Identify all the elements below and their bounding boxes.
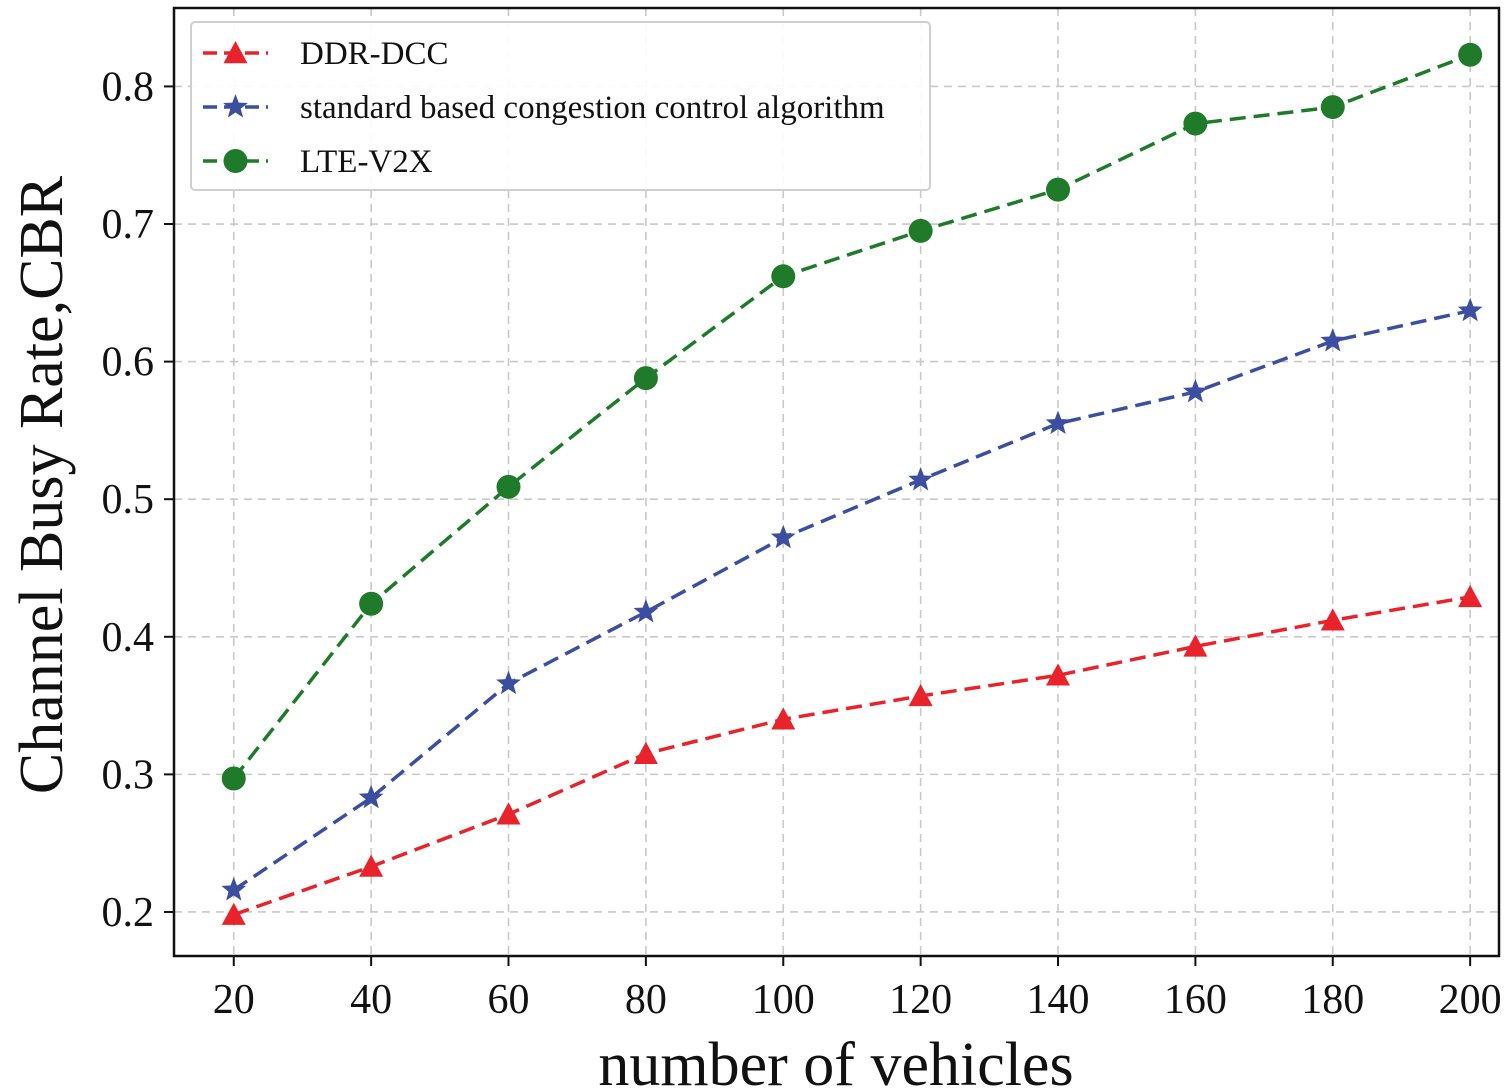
legend-item-standard-based-congestion-control-algorithm: standard based congestion control algori…	[203, 90, 885, 126]
x-tick-label: 140	[1027, 977, 1090, 1023]
y-tick-label: 0.7	[102, 202, 155, 248]
data-point-lte-v2x	[1458, 42, 1483, 67]
plot-frame	[172, 6, 1501, 958]
x-tick-label: 180	[1301, 977, 1364, 1023]
x-tick-label: 120	[889, 977, 952, 1023]
legend-label: DDR-DCC	[300, 36, 449, 72]
data-point-ddr-dcc	[496, 802, 521, 825]
y-axis-title: Channel Busy Rate,CBR	[8, 175, 76, 794]
x-tick-label: 80	[625, 977, 667, 1023]
data-point-ddr-dcc	[633, 741, 658, 764]
data-point-ddr-dcc	[1458, 584, 1483, 608]
y-tick-label: 0.4	[102, 615, 155, 661]
y-tick-label: 0.3	[102, 752, 155, 798]
data-point-lte-v2x	[1183, 111, 1208, 136]
data-point-standard-based-congestion-control-algorithm	[1045, 410, 1071, 434]
y-tick-label: 0.5	[102, 477, 155, 523]
data-markers	[221, 42, 1483, 925]
y-axis: 0.2 0.3 0.4 0.5 0.6 0.7 0.8	[102, 64, 174, 936]
data-point-ddr-dcc	[771, 707, 796, 730]
x-tick-label: 100	[752, 977, 815, 1023]
x-tick-label: 60	[488, 977, 530, 1023]
y-tick-label: 0.8	[102, 64, 155, 110]
data-point-ddr-dcc	[908, 683, 933, 707]
data-point-standard-based-congestion-control-algorithm	[770, 524, 796, 549]
data-point-lte-v2x	[633, 366, 658, 391]
data-point-standard-based-congestion-control-algorithm	[1320, 328, 1346, 352]
data-point-standard-based-congestion-control-algorithm	[633, 599, 659, 623]
data-point-ddr-dcc	[1046, 663, 1071, 686]
x-tick-label: 160	[1164, 977, 1227, 1023]
x-tick-label: 20	[213, 977, 255, 1023]
legend-swatch-marker	[223, 94, 248, 118]
data-point-standard-based-congestion-control-algorithm	[221, 877, 247, 901]
legend-label: standard based congestion control algori…	[300, 90, 885, 126]
data-point-lte-v2x	[359, 591, 384, 616]
legend: DDR-DCC standard based congestion control…	[190, 21, 931, 191]
data-point-lte-v2x	[771, 264, 796, 289]
legend-label: LTE-V2X	[300, 144, 433, 180]
data-point-lte-v2x	[221, 766, 246, 791]
legend-box	[190, 21, 931, 191]
y-tick-label: 0.2	[102, 890, 155, 936]
data-point-standard-based-congestion-control-algorithm	[358, 784, 384, 809]
data-point-standard-based-congestion-control-algorithm	[496, 670, 521, 695]
series-line-standard-based-congestion-control-algorithm	[232, 308, 1471, 892]
data-point-standard-based-congestion-control-algorithm	[1457, 297, 1483, 322]
x-axis-title: number of vehicles	[598, 1031, 1073, 1091]
x-tick-label: 40	[350, 977, 392, 1023]
legend-swatch-marker	[223, 41, 248, 64]
data-point-standard-based-congestion-control-algorithm	[1183, 378, 1208, 403]
legend-item-ddr-dcc: DDR-DCC	[203, 36, 449, 72]
legend-swatch-marker	[223, 149, 248, 173]
legend-item-lte-v2x: LTE-V2X	[203, 144, 433, 180]
x-tick-label: 200	[1439, 977, 1502, 1023]
data-point-lte-v2x	[908, 218, 933, 243]
series-line-lte-v2x	[232, 53, 1471, 780]
data-point-lte-v2x	[496, 474, 521, 499]
data-point-lte-v2x	[1320, 95, 1345, 120]
data-point-standard-based-congestion-control-algorithm	[908, 466, 933, 491]
x-axis: 20 40 60 80 100 120 140 160 180 200	[213, 956, 1502, 1023]
series-lines	[232, 53, 1471, 917]
data-point-lte-v2x	[1046, 177, 1071, 202]
data-point-ddr-dcc	[359, 854, 384, 877]
series-line-ddr-dcc	[233, 595, 1471, 917]
data-point-ddr-dcc	[221, 902, 246, 925]
data-point-ddr-dcc	[1183, 634, 1208, 657]
y-tick-label: 0.6	[102, 340, 155, 386]
data-point-ddr-dcc	[1320, 608, 1345, 631]
